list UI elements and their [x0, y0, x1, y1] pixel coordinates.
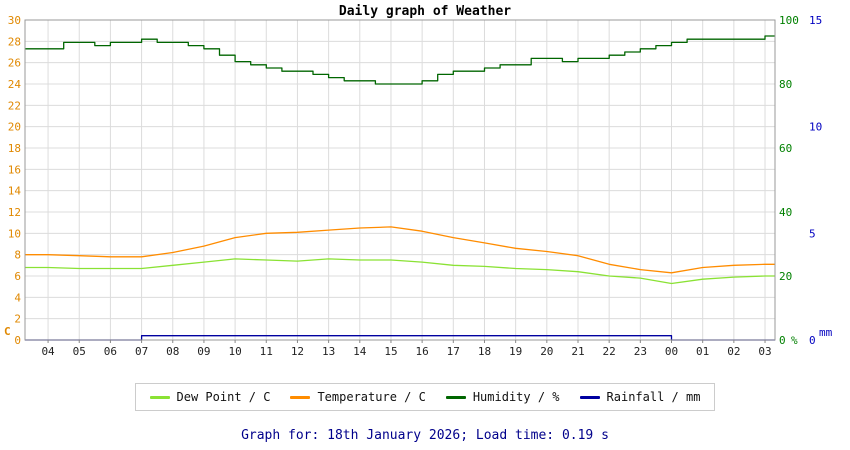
- left-axis-tick-label: 22: [8, 99, 21, 112]
- chart-title: Daily graph of Weather: [338, 4, 512, 19]
- humidity-swatch: [445, 395, 466, 399]
- plot-background: [25, 20, 775, 340]
- legend-item-rainfall: Rainfall / mm: [579, 390, 701, 404]
- humidity-axis-tick-label: 0: [779, 334, 786, 347]
- x-axis-hour-label: 03: [758, 345, 771, 358]
- x-axis-hour-label: 22: [603, 345, 616, 358]
- rain-axis-tick-label: 0: [809, 334, 816, 347]
- left-axis-tick-label: 30: [8, 14, 21, 27]
- series-lines: [25, 35, 775, 341]
- series-line-dew-point: [25, 258, 775, 285]
- x-axis-hour-label: 08: [166, 345, 179, 358]
- left-axis-tick-label: 0: [14, 334, 21, 347]
- left-axis-tick-label: 20: [8, 121, 21, 134]
- graph-caption: Graph for: 18th January 2026; Load time:…: [241, 428, 609, 443]
- chart-legend: Dew Point / C Temperature / C Humidity /…: [0, 383, 850, 411]
- plot-border: [24, 19, 776, 341]
- rainfall-swatch: [579, 395, 600, 399]
- left-axis-tick-label: 24: [8, 78, 22, 91]
- x-axis-hour-label: 04: [41, 345, 55, 358]
- x-axis-hour-label: 20: [540, 345, 553, 358]
- series-line-humidity: [25, 35, 775, 85]
- x-axis-hour-label: 12: [291, 345, 304, 358]
- rain-axis-unit-label: mm: [819, 326, 833, 339]
- weather-chart: 0246810121416182022242628300204060801000…: [4, 14, 833, 358]
- legend-item-dew-point: Dew Point / C: [149, 390, 271, 404]
- legend-label-rainfall: Rainfall / mm: [606, 390, 701, 404]
- left-axis-tick-label: 10: [8, 227, 21, 240]
- left-axis-tick-label: 4: [14, 291, 21, 304]
- legend-item-temperature: Temperature / C: [290, 390, 426, 404]
- legend-label-dew-point: Dew Point / C: [176, 390, 271, 404]
- left-axis-tick-label: 26: [8, 57, 21, 70]
- humidity-axis-unit-label: %: [791, 334, 798, 347]
- x-axis-hour-label: 16: [416, 345, 429, 358]
- x-axis-hour-label: 02: [727, 345, 740, 358]
- legend-label-temperature: Temperature / C: [317, 390, 426, 404]
- x-axis-hour-label: 10: [228, 345, 241, 358]
- left-axis-unit-label: C: [4, 325, 11, 338]
- x-axis-hour-label: 09: [197, 345, 210, 358]
- x-axis-hour-label: 19: [509, 345, 522, 358]
- temperature-swatch: [290, 395, 311, 399]
- x-axis-hour-label: 11: [260, 345, 273, 358]
- humidity-axis-tick-label: 100: [779, 14, 799, 27]
- x-axis-hour-label: 17: [447, 345, 460, 358]
- x-axis-hour-label: 05: [73, 345, 86, 358]
- legend-box: Dew Point / C Temperature / C Humidity /…: [134, 383, 716, 411]
- axis-labels: 0246810121416182022242628300204060801000…: [4, 14, 833, 358]
- left-axis-tick-label: 6: [14, 270, 21, 283]
- x-axis-hour-label: 00: [665, 345, 678, 358]
- legend-label-humidity: Humidity / %: [472, 390, 560, 404]
- left-axis-tick-label: 12: [8, 206, 21, 219]
- left-axis-tick-label: 16: [8, 163, 21, 176]
- x-axis-hour-label: 07: [135, 345, 148, 358]
- humidity-axis-tick-label: 40: [779, 206, 792, 219]
- left-axis-tick-label: 18: [8, 142, 21, 155]
- x-tick-marks: [47, 340, 766, 343]
- left-axis-tick-label: 2: [14, 313, 21, 326]
- series-line-temperature: [25, 226, 775, 274]
- x-axis-hour-label: 14: [353, 345, 367, 358]
- x-axis-hour-label: 15: [384, 345, 397, 358]
- x-axis-hour-label: 23: [634, 345, 647, 358]
- humidity-axis-tick-label: 20: [779, 270, 792, 283]
- humidity-axis-tick-label: 60: [779, 142, 792, 155]
- x-axis-hour-label: 18: [478, 345, 491, 358]
- x-axis-hour-label: 13: [322, 345, 335, 358]
- humidity-axis-tick-label: 80: [779, 78, 792, 91]
- left-axis-tick-label: 8: [14, 249, 21, 262]
- legend-item-humidity: Humidity / %: [445, 390, 560, 404]
- rain-axis-tick-label: 5: [809, 227, 816, 240]
- rain-axis-tick-label: 15: [809, 14, 822, 27]
- x-axis-hour-label: 06: [104, 345, 117, 358]
- x-axis-hour-label: 21: [571, 345, 584, 358]
- left-axis-tick-label: 14: [8, 185, 22, 198]
- x-axis-hour-label: 01: [696, 345, 709, 358]
- left-axis-tick-label: 28: [8, 35, 21, 48]
- rain-axis-tick-label: 10: [809, 121, 822, 134]
- series-line-rainfall: [25, 335, 775, 341]
- dew-point-swatch: [149, 395, 170, 399]
